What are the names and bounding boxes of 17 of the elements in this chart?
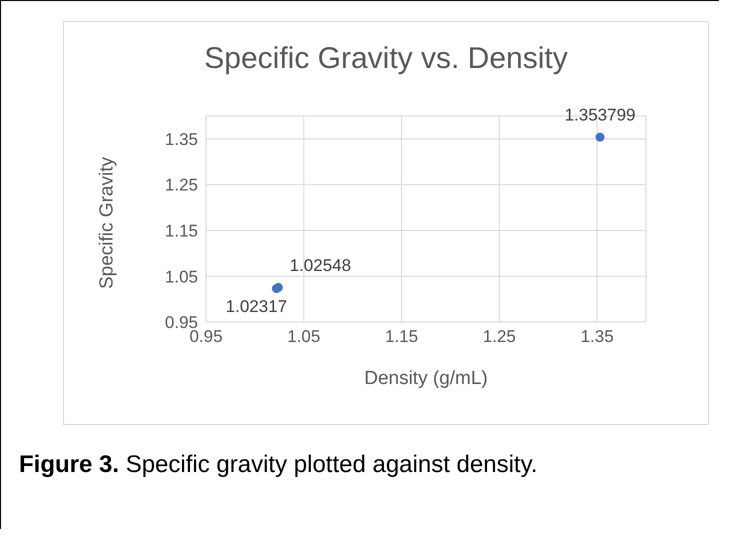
data-label: 1.02548 — [290, 256, 352, 275]
point — [596, 132, 605, 142]
y-tick-label: 1.25 — [164, 176, 198, 195]
caption: Figure 3. Specific gravity plotted against density. — [19, 451, 538, 478]
y-tick-label: 1.15 — [164, 221, 198, 240]
data-label: 1.02317 — [226, 296, 288, 316]
x-tick-label: 1.05 — [287, 327, 320, 346]
x-tick-label: 1.35 — [580, 327, 614, 346]
y-axis-title: Specific Gravity — [96, 156, 118, 289]
x-tick-label: 0.95 — [189, 327, 223, 346]
x-axis-title: Density (g/mL) — [364, 368, 488, 389]
y-tick-label: 1.35 — [164, 130, 198, 149]
y-tick-label: 1.05 — [164, 267, 198, 286]
x-tick-label: 1.25 — [482, 327, 516, 346]
chart-title: Specific Gravity vs. Density — [203, 42, 569, 76]
x-tick-label: 1.15 — [385, 327, 418, 346]
data-label: 1.353799 — [564, 106, 636, 125]
